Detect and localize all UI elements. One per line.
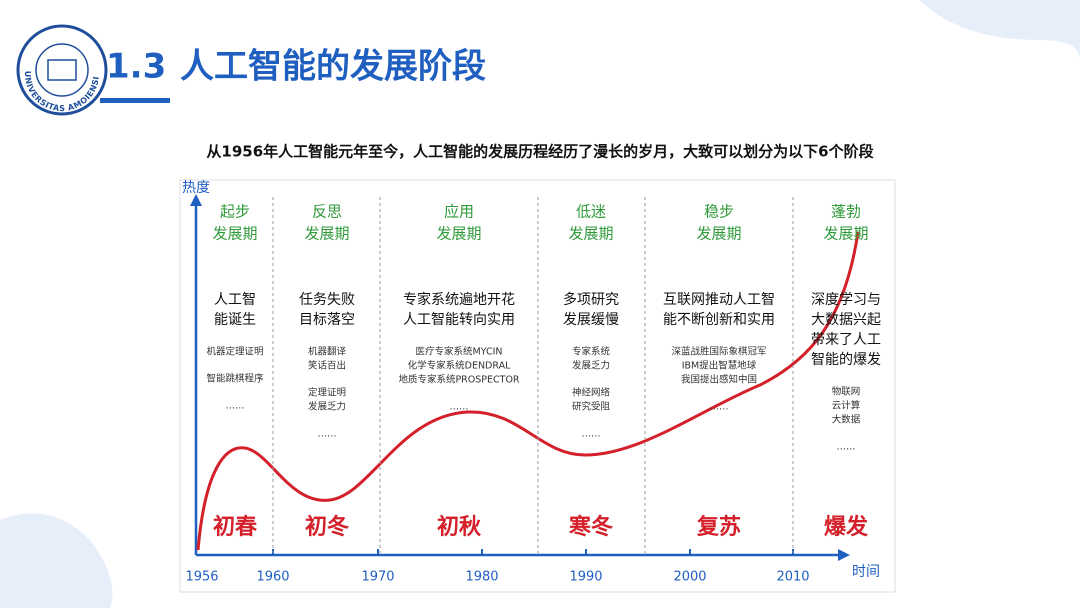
stage-name: 发展期 (304, 225, 349, 243)
stage-example: 深蓝战胜国际象棋冠军 (671, 346, 766, 358)
stage-example: 我国提出感知中国 (681, 374, 757, 386)
stage-example: …… (450, 402, 469, 413)
underline (100, 98, 170, 103)
stage-example: 智能跳棋程序 (206, 373, 264, 385)
stage-summary: 多项研究 (563, 291, 619, 308)
stage-example: …… (582, 429, 601, 440)
year-label: 1960 (256, 570, 289, 585)
stage-name: 低迷 (576, 203, 606, 221)
stage-summary: 智能的爆发 (811, 352, 881, 368)
stage-example: …… (837, 442, 856, 453)
stage-name: 发展期 (568, 225, 613, 243)
year-label: 1990 (569, 570, 602, 585)
stage-summary: 专家系统遍地开花 (403, 291, 515, 308)
stage-example: 定理证明 (308, 387, 346, 399)
stage-name: 反思 (312, 203, 342, 221)
stage-example: 机器翻译 (308, 346, 347, 358)
stage-summary: 深度学习与 (811, 292, 881, 308)
stage-name: 发展期 (696, 225, 741, 243)
stage-name: 发展期 (436, 225, 481, 243)
year-label: 2010 (776, 570, 809, 585)
stage-summary: 人工智 (214, 292, 256, 308)
stage-example: 发展乏力 (308, 401, 346, 413)
stage-name: 发展期 (212, 225, 257, 243)
stage-example: …… (710, 402, 729, 413)
stage-example: 医疗专家系统MYCIN (415, 346, 502, 358)
section-number: 1.3 (106, 47, 166, 87)
season-label: 初秋 (437, 514, 482, 540)
stage-example: 大数据 (832, 414, 861, 426)
stage-summary: 能不断创新和实用 (663, 312, 775, 328)
stage-example: 专家系统 (572, 346, 611, 358)
year-label: 1970 (361, 570, 394, 585)
stage-example: 发展乏力 (572, 360, 610, 372)
season-label: 复苏 (696, 514, 741, 540)
stage-name: 稳步 (704, 203, 734, 221)
stage-example: 神经网络 (572, 387, 611, 399)
x-label: 时间 (852, 564, 880, 580)
season-label: 爆发 (824, 514, 869, 540)
season-label: 寒冬 (569, 514, 613, 540)
season-label: 初春 (213, 514, 257, 540)
season-label: 初冬 (305, 514, 349, 540)
stage-example: …… (318, 429, 337, 440)
year-label: 2000 (673, 570, 706, 585)
stage-name: 起步 (220, 203, 250, 221)
trend-curve (196, 231, 860, 551)
stage-example: 笑话百出 (308, 360, 346, 372)
subtitle: 从1956年人工智能元年至今，人工智能的发展历程经历了漫长的岁月，大致可以划分为… (206, 143, 873, 161)
year-label: 1956 (185, 570, 218, 585)
arrow (838, 549, 850, 561)
stage-example: 机器定理证明 (206, 346, 263, 358)
stage-example: 研究受阻 (572, 401, 611, 413)
stage-summary: 发展缓慢 (563, 311, 619, 328)
title: 人工智能的发展阶段 (180, 47, 486, 87)
year-label: 1980 (465, 570, 498, 585)
decor (920, 0, 1080, 60)
stage-name: 蓬勃 (831, 203, 861, 221)
y-label: 热度 (182, 180, 210, 196)
stage-example: …… (226, 401, 245, 412)
stage-name: 发展期 (823, 225, 868, 243)
stage-example: 地质专家系统PROSPECTOR (398, 374, 519, 386)
stage-name: 应用 (444, 203, 474, 221)
arrow (190, 194, 202, 206)
stage-summary: 大数据兴起 (811, 312, 881, 328)
stage-example: 化学专家系统DENDRAL (408, 360, 511, 372)
stage-example: 云计算 (832, 400, 861, 412)
stage-example: IBM提出智慧地球 (682, 360, 757, 372)
decor (0, 513, 113, 608)
logo: UNIVERSITAS AMOIENSIS (0, 0, 108, 116)
stage-summary: 带来了人工 (811, 332, 881, 348)
stage-summary: 互联网推动人工智 (663, 292, 775, 308)
stage-summary: 能诞生 (214, 312, 256, 328)
stage-summary: 目标落空 (299, 312, 355, 328)
stage-summary: 任务失败 (299, 292, 355, 308)
stage-example: 物联网 (832, 386, 861, 398)
stage-summary: 人工智能转向实用 (403, 312, 515, 328)
